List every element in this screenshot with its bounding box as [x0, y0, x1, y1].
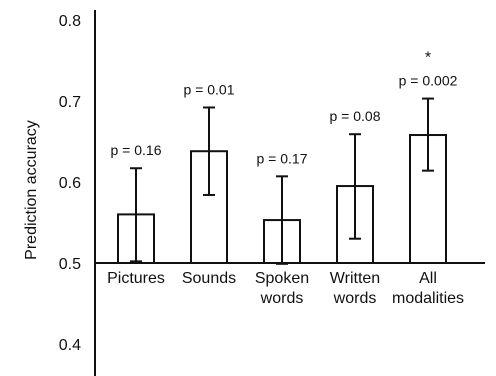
y-tick-label: 0.4: [59, 337, 81, 354]
bars: p = 0.16 p = 0.01 p = 0.17 p = 0.08 p = 0.00…: [111, 50, 458, 265]
p-value-label: p = 0.17: [257, 150, 308, 166]
y-axis-title: Prediction accuracy: [23, 120, 40, 260]
category-label: All modalities: [392, 270, 464, 307]
category-label: Written words: [330, 270, 380, 307]
error-bar: [130, 167, 142, 263]
error-bar: [422, 97, 434, 172]
x-axis: Pictures Sounds Spoken words Written words All…: [95, 262, 485, 307]
p-value-label: p = 0.08: [330, 108, 381, 124]
p-value-label: p = 0.01: [184, 81, 235, 97]
y-tick-label: 0.6: [59, 175, 81, 192]
y-tick-label: 0.5: [59, 256, 81, 273]
y-axis: 0.4 0.5 0.6 0.7 0.8: [59, 10, 96, 376]
y-tick-label: 0.8: [59, 13, 81, 30]
p-value-label: p = 0.002: [399, 73, 458, 89]
error-bar: [349, 133, 361, 240]
category-label: Spoken words: [255, 270, 309, 307]
error-bar: [203, 106, 215, 196]
category-label: Sounds: [182, 270, 236, 287]
significance-mark: *: [425, 50, 431, 67]
y-tick-label: 0.7: [59, 94, 81, 111]
p-value-label: p = 0.16: [111, 142, 162, 158]
category-label: Pictures: [107, 270, 165, 287]
